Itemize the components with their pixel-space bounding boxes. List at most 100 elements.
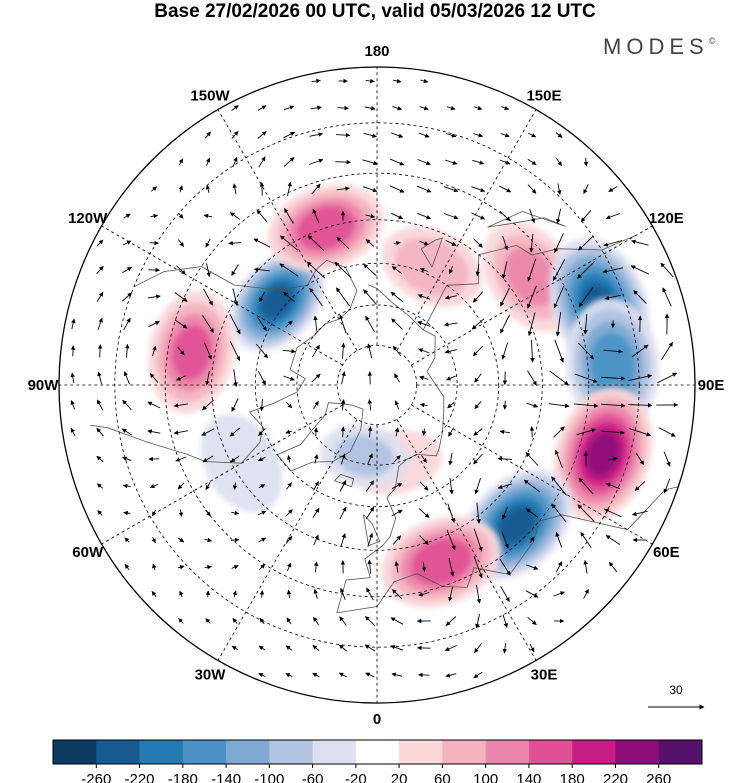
colorbar-bin bbox=[572, 740, 616, 764]
wind-arrow bbox=[335, 287, 351, 307]
wind-arrow bbox=[253, 238, 271, 248]
wind-arrow bbox=[663, 451, 671, 467]
wind-arrow bbox=[578, 235, 594, 251]
wind-arrow bbox=[205, 184, 211, 194]
wind-arrow bbox=[635, 452, 645, 466]
latitude-circle bbox=[211, 219, 543, 551]
wind-arrow bbox=[308, 158, 324, 165]
chart-title: Base 27/02/2026 00 UTC, valid 05/03/2026… bbox=[154, 1, 596, 22]
wind-arrow bbox=[663, 478, 671, 494]
wind-arrow bbox=[229, 212, 240, 220]
wind-arrow bbox=[473, 238, 483, 248]
colorbar-bin bbox=[658, 740, 703, 764]
wind-arrow bbox=[448, 427, 454, 437]
wind-arrow bbox=[557, 183, 562, 195]
coastline bbox=[276, 402, 364, 472]
wind-arrow bbox=[421, 428, 427, 436]
wind-arrow bbox=[473, 556, 483, 579]
wind-arrow bbox=[122, 292, 133, 302]
wind-arrow bbox=[205, 509, 211, 517]
wind-arrow bbox=[231, 645, 239, 651]
colorbar-tick-label: 60 bbox=[434, 771, 451, 783]
wind-arrow bbox=[340, 426, 346, 438]
wind-arrow bbox=[122, 240, 132, 246]
wind-arrow bbox=[286, 617, 292, 625]
wind-arrow bbox=[255, 343, 269, 359]
wind-arrow bbox=[147, 401, 161, 409]
colorbar-bin bbox=[226, 740, 270, 764]
colorbar-tick-label: -180 bbox=[168, 771, 198, 783]
wind-arrow bbox=[475, 264, 480, 277]
wind-arrow bbox=[394, 400, 400, 410]
latitude-circle bbox=[254, 262, 500, 508]
wind-arrow bbox=[338, 644, 348, 652]
wind-arrow bbox=[176, 265, 186, 275]
colorbar-bin bbox=[442, 740, 487, 764]
colorbar-bin bbox=[53, 740, 97, 764]
wind-arrow bbox=[259, 181, 265, 196]
wind-arrow bbox=[500, 133, 510, 138]
wind-arrow bbox=[259, 291, 265, 303]
wind-arrow bbox=[178, 239, 184, 247]
wind-arrow bbox=[204, 537, 213, 543]
wind-arrow bbox=[257, 131, 267, 139]
wind-arrow bbox=[150, 213, 159, 219]
wind-arrow bbox=[364, 644, 376, 652]
wind-arrow bbox=[629, 428, 652, 437]
wind-arrow bbox=[553, 285, 565, 309]
wind-arrow bbox=[229, 313, 241, 335]
latitude-circle bbox=[296, 304, 458, 466]
wind-arrow bbox=[178, 213, 184, 219]
wind-arrow bbox=[580, 531, 592, 549]
wind-arrow bbox=[394, 561, 399, 573]
wind-arrow bbox=[178, 618, 184, 624]
wind-arrow bbox=[583, 559, 588, 574]
wind-arrow bbox=[474, 643, 482, 653]
wind-arrow bbox=[526, 402, 539, 408]
wind-arrow bbox=[475, 613, 480, 629]
longitude-label: 30E bbox=[531, 666, 558, 683]
wind-arrow bbox=[339, 616, 347, 626]
wind-arrow bbox=[147, 429, 161, 434]
wind-arrow bbox=[206, 263, 211, 278]
wind-arrow bbox=[231, 565, 239, 570]
wind-arrow bbox=[445, 616, 457, 626]
wind-arrow bbox=[634, 481, 646, 491]
wind-arrow bbox=[122, 483, 131, 489]
wind-arrow bbox=[283, 131, 296, 139]
wind-arrow bbox=[71, 318, 76, 330]
wind-arrow bbox=[447, 503, 456, 523]
wind-arrow bbox=[205, 131, 211, 139]
wind-arrow bbox=[283, 105, 295, 111]
wind-arrow bbox=[285, 672, 293, 678]
wind-arrow bbox=[471, 318, 485, 330]
wind-arrow bbox=[258, 563, 266, 571]
wind-arrow bbox=[473, 453, 483, 465]
wind-arrow bbox=[391, 132, 404, 138]
wind-arrow bbox=[446, 105, 456, 111]
wind-arrow bbox=[148, 320, 160, 328]
wind-arrow bbox=[580, 210, 592, 223]
wind-arrow bbox=[287, 181, 292, 196]
anomaly-contour bbox=[172, 325, 211, 380]
wind-arrow bbox=[174, 319, 188, 329]
wind-arrow bbox=[661, 341, 673, 360]
wind-arrow bbox=[502, 614, 508, 628]
colorbar-tick-label: -100 bbox=[254, 771, 284, 783]
wind-arrow bbox=[497, 483, 512, 490]
wind-arrow bbox=[390, 291, 404, 303]
wind-arrow bbox=[228, 240, 242, 246]
wind-arrow bbox=[498, 185, 512, 193]
wind-arrow bbox=[233, 369, 238, 387]
wind-arrow bbox=[391, 212, 404, 220]
wind-arrow bbox=[529, 209, 536, 224]
wind-arrow bbox=[419, 240, 429, 246]
wind-arrow bbox=[417, 212, 432, 220]
wind-arrow bbox=[310, 105, 322, 111]
wind-arrow bbox=[447, 401, 455, 409]
longitude-labels: 180 150E 120E 90E 60E 30E 0 30W 60W 90W 120W 150W bbox=[28, 43, 725, 728]
wind-arrow bbox=[500, 586, 510, 602]
wind-arrow bbox=[445, 673, 457, 678]
wind-arrow bbox=[365, 239, 375, 247]
